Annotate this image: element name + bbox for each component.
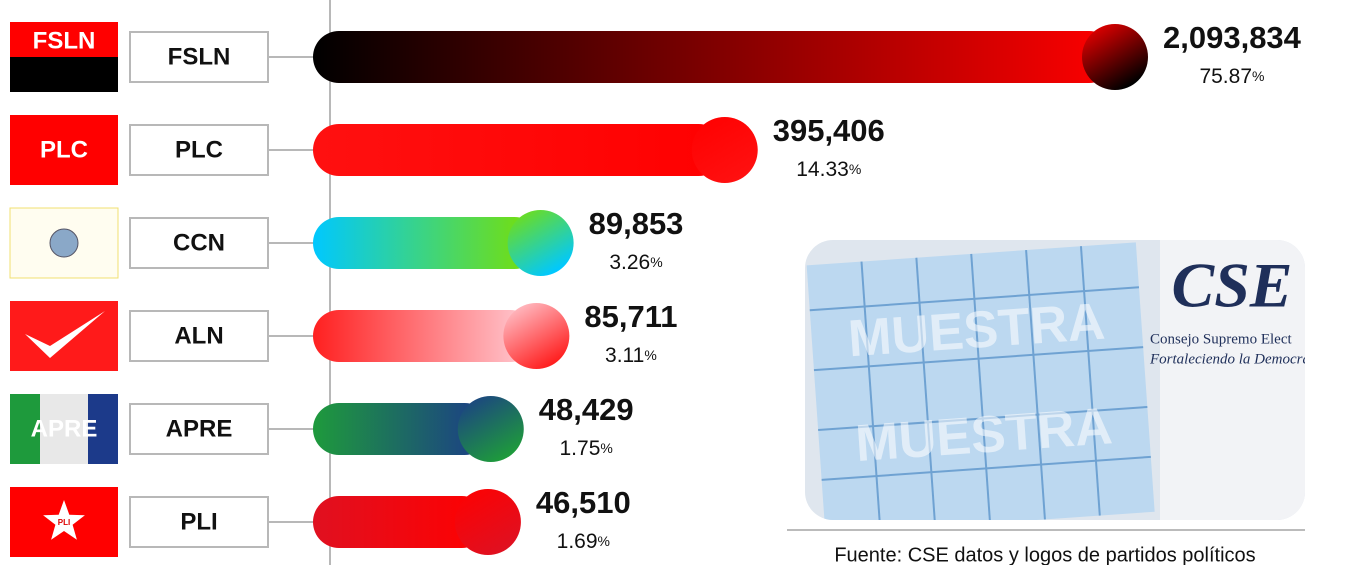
logo-emblem <box>50 229 78 257</box>
photo: MUESTRA MUESTRA CSE Consejo Supremo Elec… <box>805 240 1310 535</box>
share-label: 1.69% <box>557 530 610 553</box>
category-label: FSLN <box>168 43 231 70</box>
bar-cap <box>508 210 574 276</box>
share-label: 3.11% <box>605 344 657 367</box>
logo-box <box>10 301 118 371</box>
party-logo: FSLN <box>10 22 118 92</box>
share-value: 1.69 <box>557 530 598 553</box>
bar <box>313 31 1115 83</box>
category-label: PLC <box>175 136 223 163</box>
logo-text: PLC <box>40 136 88 163</box>
party-logo <box>10 301 118 371</box>
share-value: 75.87 <box>1199 65 1252 88</box>
category-label: PLI <box>180 508 217 535</box>
share-unit: % <box>849 161 861 177</box>
party-logo: APRE <box>10 394 118 464</box>
share-label: 1.75% <box>560 437 613 460</box>
photo-text: Fortaleciendo la Democra <box>1149 351 1310 367</box>
share-label: 14.33% <box>796 158 861 181</box>
bar-cap <box>1082 24 1148 90</box>
bar-cap <box>692 117 758 183</box>
bar <box>313 217 541 269</box>
bar-cap <box>503 303 569 369</box>
category-label: APRE <box>166 415 233 442</box>
bar <box>313 124 725 176</box>
share-unit: % <box>650 254 662 270</box>
share-value: 3.26 <box>609 251 650 274</box>
share-value: 14.33 <box>796 158 849 181</box>
value-label: 395,406 <box>773 113 885 148</box>
value-label: 85,711 <box>584 299 677 334</box>
bar-cap <box>455 489 521 555</box>
party-logo <box>10 208 118 278</box>
party-logo: PLI <box>10 487 118 557</box>
logo-text: APRE <box>31 415 98 442</box>
share-unit: % <box>644 347 656 363</box>
share-value: 1.75 <box>560 437 601 460</box>
value-label: 2,093,834 <box>1163 20 1302 55</box>
logo-band <box>10 57 118 92</box>
share-value: 3.11 <box>605 344 644 367</box>
share-label: 3.26% <box>609 251 662 274</box>
party-logo: PLC <box>10 115 118 185</box>
value-label: 89,853 <box>589 206 684 241</box>
logo-text: PLI <box>58 518 70 527</box>
share-label: 75.87% <box>1199 65 1264 88</box>
value-label: 46,510 <box>536 485 631 520</box>
share-unit: % <box>598 533 610 549</box>
value-label: 48,429 <box>539 392 634 427</box>
share-unit: % <box>1252 68 1264 84</box>
photo-brand: CSE <box>1172 250 1293 321</box>
bar <box>313 310 536 362</box>
category-label: CCN <box>173 229 225 256</box>
share-unit: % <box>600 440 612 456</box>
photo-text: Consejo Supremo Elect <box>1150 331 1292 347</box>
logo-text: FSLN <box>33 27 96 54</box>
category-label: ALN <box>174 322 223 349</box>
bar-cap <box>458 396 524 462</box>
source: Fuente: CSE datos y logos de partidos po… <box>834 544 1255 565</box>
